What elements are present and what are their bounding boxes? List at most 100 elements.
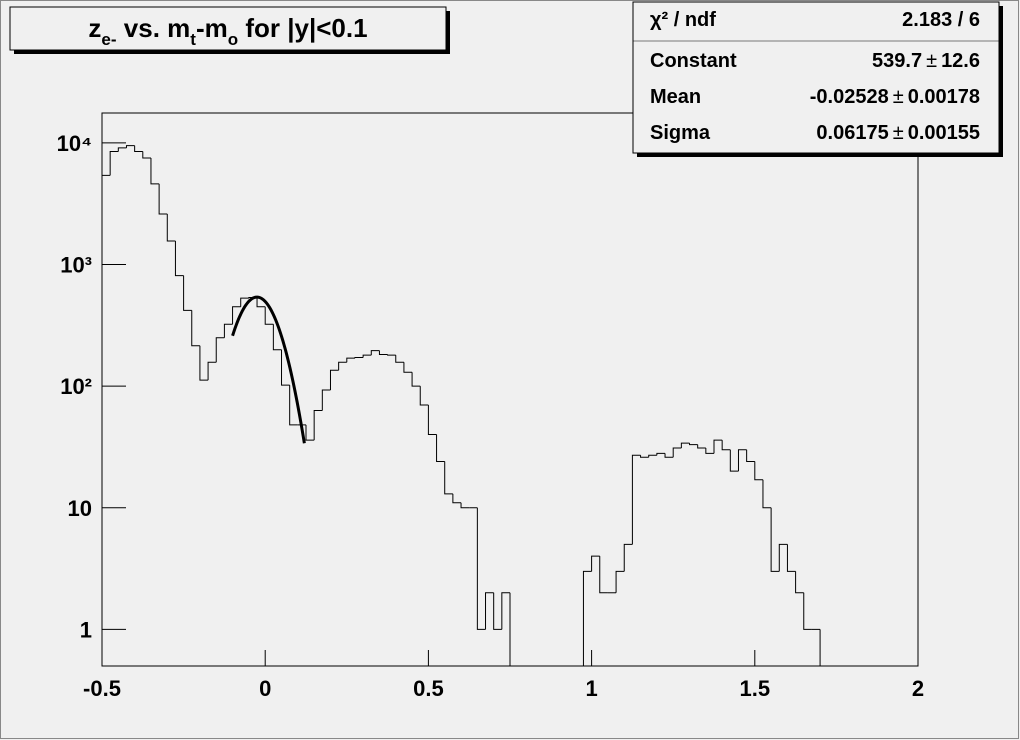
frame	[101, 112, 919, 667]
y-tick-label: 10⁴	[57, 131, 92, 156]
stats-label: Mean	[650, 86, 701, 108]
param-separator: ±	[926, 50, 937, 72]
title-part: e-	[101, 30, 116, 49]
histogram-bin	[631, 454, 641, 545]
histogram-bin	[672, 447, 682, 458]
x-tick-label: 0	[259, 676, 271, 701]
histogram-bin	[232, 306, 241, 325]
histogram-bin	[754, 461, 763, 481]
histogram-bin	[778, 543, 788, 572]
histogram-bin	[485, 592, 494, 630]
histogram-bin	[158, 183, 168, 215]
histogram-bin	[697, 444, 706, 449]
histogram-bin	[117, 147, 127, 152]
y-tick-label: 10	[68, 496, 92, 521]
histogram-bin	[207, 361, 217, 381]
param-separator: ±	[893, 122, 904, 144]
param-value: 0.06175	[816, 122, 888, 144]
stats-value: 2.183 / 6	[902, 9, 980, 31]
histogram-bin	[395, 355, 404, 363]
fit-curve	[231, 295, 306, 444]
histogram-bin	[354, 356, 364, 359]
histogram-bin	[762, 479, 772, 509]
param-error: 0.00155	[908, 122, 980, 144]
histogram-bin	[501, 592, 510, 630]
histogram-bin	[680, 442, 690, 448]
histogram-bin	[346, 357, 355, 363]
histogram-bin	[264, 306, 274, 325]
histogram-bin	[427, 404, 437, 436]
histogram-bin	[721, 440, 731, 451]
histogram-bin	[689, 443, 698, 446]
histogram-bin	[452, 493, 462, 504]
x-tick-label: 0.5	[413, 676, 444, 701]
histogram-bin	[591, 555, 600, 572]
histogram-bin	[803, 592, 812, 630]
histogram-bin	[240, 297, 249, 307]
histogram-bin	[705, 447, 714, 454]
histogram-bin	[819, 629, 829, 667]
histogram-bin	[460, 502, 470, 509]
histogram-bin	[615, 570, 625, 593]
title-box	[9, 6, 447, 51]
histogram-bin	[321, 389, 331, 411]
histogram-bin	[444, 461, 453, 495]
param-separator: ±	[893, 86, 904, 108]
histogram-bin	[656, 452, 666, 456]
stats-label: Sigma	[650, 122, 711, 144]
histogram-bin	[509, 592, 519, 667]
stats-value: 0.06175 ±0.00155	[816, 122, 980, 144]
histogram-bin	[640, 455, 649, 458]
histogram-bin	[338, 361, 347, 371]
histogram-bin	[174, 241, 184, 277]
stats-label: Constant	[650, 50, 737, 72]
title-part: z	[88, 13, 101, 43]
stats-box	[632, 1, 1000, 154]
histogram-bin	[281, 349, 290, 386]
x-tick-label: 1	[585, 676, 597, 701]
histogram-bin	[313, 410, 323, 441]
histogram-bin	[387, 354, 396, 356]
histogram-bin	[125, 145, 135, 148]
histogram-bin	[436, 434, 445, 463]
histogram-bin	[191, 310, 200, 347]
histogram-bin	[223, 323, 233, 338]
histogram-bin	[623, 543, 633, 572]
histogram-bin	[215, 337, 225, 363]
histogram-bin	[786, 544, 796, 572]
histogram-bin	[150, 158, 160, 185]
histogram-bin	[378, 350, 388, 355]
param-value: -0.02528	[810, 86, 889, 108]
title-part: t	[190, 30, 196, 49]
title-part: -m	[196, 13, 228, 43]
histogram-bin	[329, 369, 339, 390]
histogram-bin	[101, 174, 111, 666]
histogram-bin	[746, 449, 755, 463]
histogram-bin	[582, 570, 592, 666]
histogram-bin	[362, 354, 372, 358]
param-value: 539.7	[872, 50, 922, 72]
histogram-bin	[419, 386, 429, 406]
histogram-bin	[109, 150, 119, 176]
histogram-bin	[795, 571, 804, 594]
x-tick-label: 1.5	[740, 676, 771, 701]
title-part: vs. m	[117, 13, 191, 43]
histogram-bin	[599, 556, 608, 594]
histogram-bin	[272, 324, 282, 351]
histogram-bin	[737, 449, 747, 472]
histogram-bin	[142, 151, 151, 159]
histogram-bin	[305, 424, 315, 441]
histogram-bin	[648, 454, 657, 458]
y-tick-label: 1	[80, 617, 92, 642]
histogram-bin	[166, 214, 176, 242]
param-error: 0.00178	[908, 86, 980, 108]
histogram-bin	[770, 507, 780, 572]
histogram-bin	[664, 453, 674, 458]
y-tick-label: 10³	[60, 252, 92, 277]
title-part: for |y|<0.1	[238, 13, 367, 43]
y-tick-label: 10²	[60, 374, 92, 399]
histogram-bin	[729, 449, 739, 472]
histogram-bin	[370, 350, 380, 356]
chart-title: ze- vs. mt-mo for |y|<0.1	[88, 13, 367, 49]
